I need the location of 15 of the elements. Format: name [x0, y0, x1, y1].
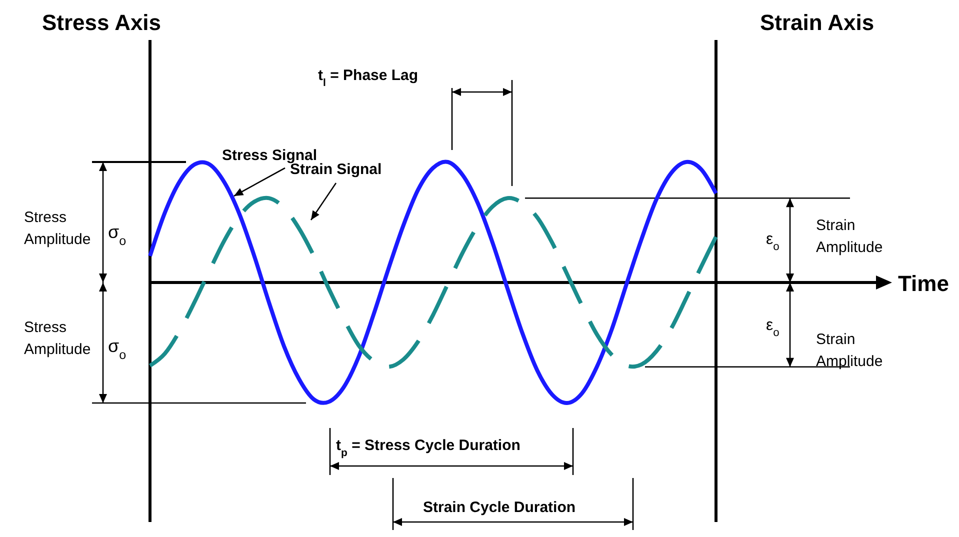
series-label: Stress Signal: [222, 147, 318, 164]
text: Strain Axis: [760, 10, 874, 35]
text: Strain Amplitude: [816, 331, 883, 370]
text: t$_{p}$ = Stress Cycle Duration: [336, 437, 520, 459]
text: Stress Amplitude: [24, 209, 91, 248]
text: t$_{l}$ = Phase Lag: [318, 67, 418, 89]
text: Time: [898, 271, 949, 296]
text: Strain Amplitude: [816, 217, 883, 256]
text: ε$_{o}$: [766, 231, 780, 253]
text: ε$_{o}$: [766, 317, 780, 339]
text: Stress Amplitude: [24, 319, 91, 358]
text: σ$_{o}$: [108, 336, 126, 362]
text: Stress Axis: [42, 10, 162, 35]
text: σ$_{o}$: [108, 222, 126, 248]
text: Strain Cycle Duration: [423, 499, 576, 516]
